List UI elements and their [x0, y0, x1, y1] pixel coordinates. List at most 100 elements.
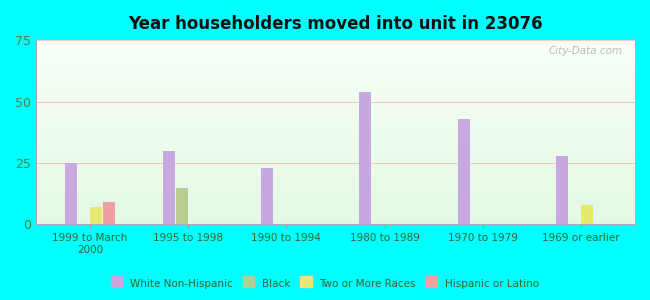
- Bar: [36, 97, 635, 98]
- Bar: [36, 169, 635, 170]
- Bar: [36, 102, 635, 103]
- Bar: [36, 50, 635, 51]
- Bar: [36, 87, 635, 88]
- Bar: [36, 146, 635, 147]
- Bar: [36, 203, 635, 204]
- Bar: [36, 46, 635, 47]
- Bar: [36, 105, 635, 106]
- Bar: [36, 120, 635, 121]
- Bar: [36, 77, 635, 78]
- Bar: [36, 170, 635, 171]
- Bar: [36, 118, 635, 119]
- Bar: [36, 176, 635, 177]
- Bar: [36, 214, 635, 215]
- Bar: [36, 64, 635, 65]
- Bar: [36, 211, 635, 212]
- Bar: [36, 137, 635, 138]
- Bar: [36, 80, 635, 81]
- Bar: [36, 158, 635, 159]
- Bar: [36, 153, 635, 154]
- Bar: [36, 91, 635, 92]
- Bar: [36, 107, 635, 108]
- Bar: [36, 154, 635, 155]
- Bar: [36, 218, 635, 219]
- Bar: [582, 205, 593, 224]
- Bar: [36, 177, 635, 178]
- Bar: [36, 61, 635, 62]
- Bar: [36, 131, 635, 132]
- Bar: [36, 193, 635, 194]
- Bar: [36, 109, 635, 110]
- Bar: [36, 191, 635, 192]
- Bar: [36, 174, 635, 175]
- Bar: [36, 51, 635, 52]
- Bar: [36, 53, 635, 54]
- Bar: [36, 180, 635, 181]
- Bar: [36, 175, 635, 176]
- Bar: [36, 71, 635, 72]
- Bar: [36, 212, 635, 213]
- Bar: [36, 78, 635, 79]
- Bar: [36, 166, 635, 167]
- Bar: [36, 60, 635, 61]
- Bar: [36, 63, 635, 64]
- Bar: [36, 189, 635, 190]
- Bar: [36, 128, 635, 129]
- Bar: [36, 55, 635, 56]
- Bar: [36, 43, 635, 44]
- Bar: [36, 65, 635, 66]
- Bar: [36, 54, 635, 55]
- Bar: [36, 44, 635, 45]
- Bar: [36, 126, 635, 127]
- Bar: [36, 155, 635, 156]
- Bar: [36, 192, 635, 193]
- Bar: [36, 151, 635, 152]
- Bar: [36, 104, 635, 105]
- Bar: [103, 202, 115, 224]
- Bar: [36, 157, 635, 158]
- Bar: [36, 150, 635, 151]
- Bar: [36, 57, 635, 58]
- Bar: [36, 210, 635, 211]
- Bar: [36, 167, 635, 168]
- Bar: [36, 159, 635, 160]
- Bar: [36, 206, 635, 207]
- Bar: [36, 82, 635, 83]
- Bar: [359, 92, 371, 224]
- Bar: [36, 49, 635, 50]
- Bar: [36, 163, 635, 164]
- Bar: [36, 135, 635, 136]
- Bar: [36, 42, 635, 43]
- Bar: [36, 125, 635, 126]
- Bar: [36, 178, 635, 179]
- Bar: [36, 138, 635, 139]
- Bar: [36, 74, 635, 75]
- Bar: [36, 75, 635, 76]
- Bar: [36, 116, 635, 117]
- Bar: [36, 187, 635, 188]
- Bar: [36, 196, 635, 197]
- Bar: [163, 151, 175, 224]
- Bar: [36, 173, 635, 174]
- Bar: [36, 145, 635, 146]
- Bar: [36, 121, 635, 122]
- Bar: [36, 82, 635, 83]
- Bar: [36, 172, 635, 173]
- Text: City-Data.com: City-Data.com: [549, 46, 623, 56]
- Bar: [36, 119, 635, 120]
- Bar: [36, 117, 635, 118]
- Bar: [556, 156, 567, 224]
- Bar: [36, 124, 635, 125]
- Legend: White Non-Hispanic, Black, Two or More Races, Hispanic or Latino: White Non-Hispanic, Black, Two or More R…: [108, 275, 542, 292]
- Bar: [36, 81, 635, 82]
- Bar: [36, 142, 635, 143]
- Bar: [36, 156, 635, 157]
- Bar: [36, 209, 635, 210]
- Bar: [36, 216, 635, 217]
- Bar: [36, 59, 635, 60]
- Bar: [36, 207, 635, 208]
- Bar: [65, 163, 77, 224]
- Bar: [36, 195, 635, 196]
- Bar: [36, 115, 635, 116]
- Bar: [90, 207, 102, 224]
